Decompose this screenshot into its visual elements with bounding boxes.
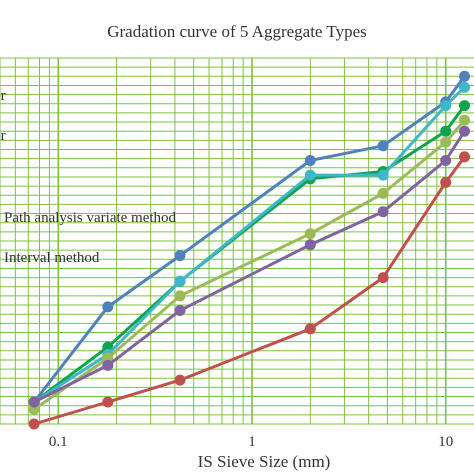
data-point (440, 100, 452, 112)
data-point (174, 250, 186, 262)
data-point (377, 187, 389, 199)
data-point (377, 272, 389, 284)
data-point (377, 206, 389, 218)
data-point (304, 155, 316, 166)
legend-entry: er (0, 128, 6, 144)
data-point (459, 151, 470, 163)
data-point (377, 169, 389, 181)
x-tick-label: 1 (248, 434, 256, 450)
x-axis-ticks: 0.1 1 10 (49, 434, 453, 450)
legend-entry: Path analysis variate method (4, 210, 177, 226)
data-point (174, 275, 186, 287)
data-point (174, 374, 186, 386)
legend-entry: Interval method (4, 250, 100, 266)
legend-entry: er (0, 88, 6, 104)
data-point (377, 140, 389, 152)
data-point (440, 155, 452, 166)
data-point (28, 396, 40, 408)
chart-title: Gradation curve of 5 Aggregate Types (107, 22, 367, 41)
data-point (440, 125, 452, 137)
series-6 (28, 151, 470, 430)
data-point (102, 396, 114, 408)
data-point (304, 169, 316, 181)
data-point (28, 418, 40, 430)
series-5 (28, 125, 470, 408)
data-point (102, 359, 114, 371)
data-point (440, 136, 452, 148)
data-point (440, 176, 452, 188)
data-point (459, 125, 470, 137)
data-point (459, 100, 470, 112)
data-point (174, 305, 186, 316)
data-point (102, 301, 114, 313)
data-point (459, 114, 470, 126)
data-point (174, 290, 186, 302)
x-axis-label: IS Sieve Size (mm) (198, 452, 331, 471)
data-point (304, 239, 316, 251)
legend: er er Path analysis variate method Interval… (0, 88, 177, 266)
data-point (304, 228, 316, 240)
data-point (304, 323, 316, 335)
grid (0, 57, 474, 425)
data-point (459, 70, 470, 82)
series-4 (28, 114, 470, 415)
data-point (459, 81, 470, 93)
x-tick-label: 10 (438, 434, 453, 450)
x-tick-label: 0.1 (49, 434, 68, 450)
series-layer (28, 70, 470, 430)
